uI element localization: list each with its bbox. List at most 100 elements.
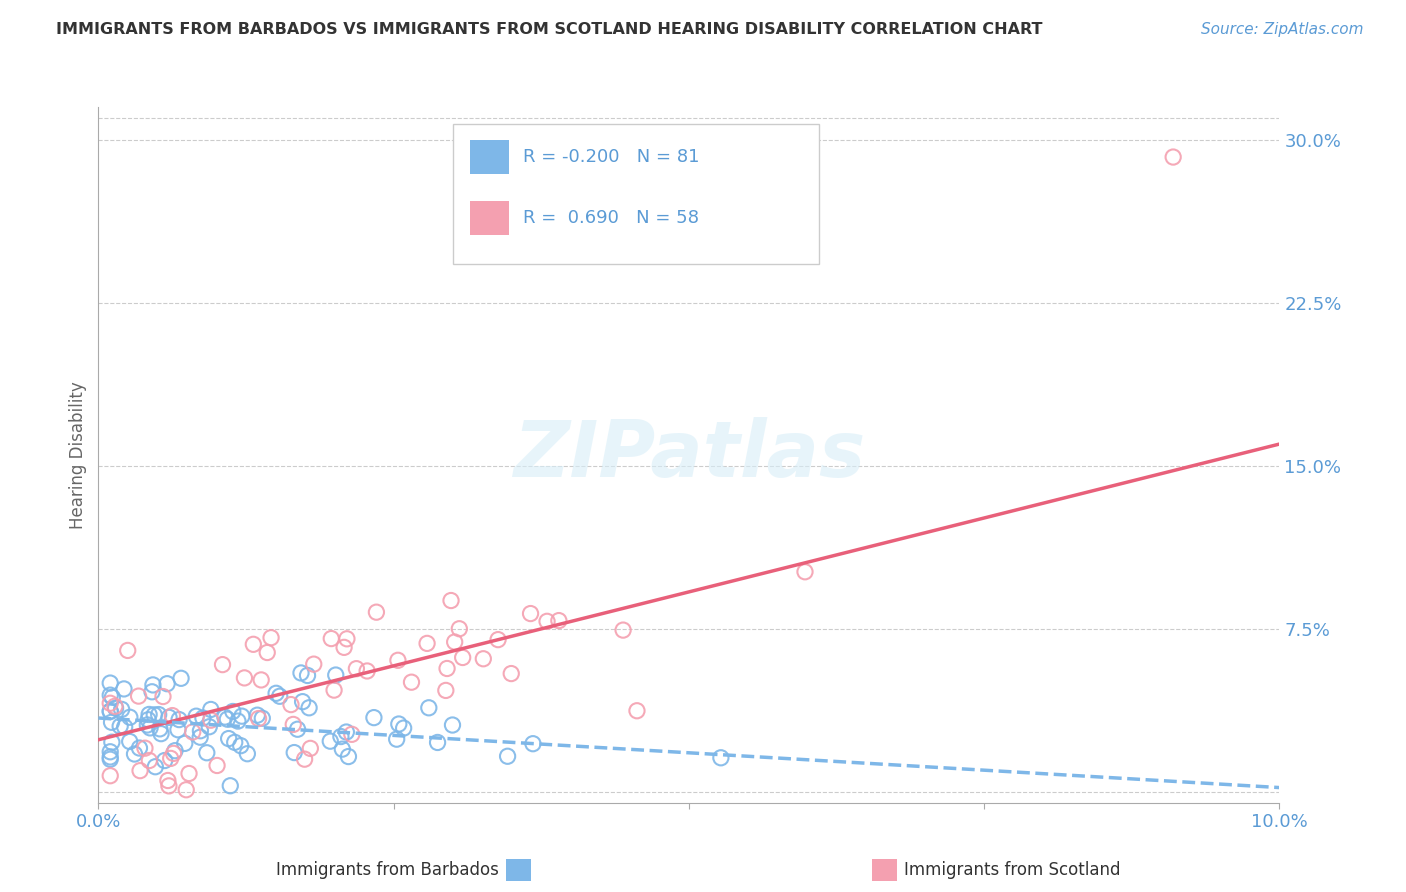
Point (519, 607, 541, 621)
Point (143, 760, 166, 774)
Point (392, 721, 415, 735)
Point (162, 708, 184, 723)
Point (229, 739, 252, 753)
Point (344, 662, 367, 676)
Point (416, 636, 439, 650)
Point (138, 707, 160, 722)
Point (98, 745, 121, 759)
Point (401, 675, 423, 690)
Point (195, 746, 218, 760)
Point (219, 779, 242, 793)
Point (356, 664, 378, 678)
Point (159, 751, 181, 765)
Point (496, 749, 519, 764)
Point (299, 741, 322, 756)
Point (441, 718, 464, 732)
Point (336, 632, 359, 646)
Point (1161, 150, 1184, 164)
Point (291, 695, 314, 709)
Point (626, 704, 648, 718)
Point (156, 773, 179, 788)
Point (173, 736, 195, 750)
Point (136, 718, 159, 732)
Point (319, 734, 342, 748)
Point (138, 754, 160, 768)
Point (246, 708, 269, 723)
Point (426, 735, 449, 749)
Point (150, 726, 173, 740)
Point (547, 614, 569, 628)
Point (222, 705, 245, 719)
Point (104, 699, 127, 714)
Point (710, 751, 733, 765)
Point (156, 676, 179, 690)
Point (329, 730, 352, 744)
Text: R =  0.690   N = 58: R = 0.690 N = 58 (523, 209, 699, 227)
Point (218, 731, 240, 746)
Point (200, 713, 222, 727)
Point (302, 657, 325, 672)
Point (198, 720, 221, 734)
Point (98, 676, 121, 690)
Text: Source: ZipAtlas.com: Source: ZipAtlas.com (1201, 22, 1364, 37)
Point (101, 735, 124, 749)
Point (226, 714, 249, 728)
Point (436, 661, 458, 675)
Point (280, 698, 302, 712)
Point (340, 727, 363, 741)
Point (297, 668, 319, 682)
Point (98, 688, 121, 702)
Point (387, 653, 409, 667)
Point (124, 747, 146, 761)
Point (163, 744, 186, 758)
Point (283, 717, 305, 731)
Point (536, 615, 558, 629)
Point (224, 735, 246, 749)
Point (188, 730, 211, 744)
Point (191, 711, 214, 725)
Point (385, 732, 408, 747)
Point (217, 712, 239, 726)
Y-axis label: Hearing Disability: Hearing Disability (69, 381, 87, 529)
Point (139, 721, 162, 735)
Point (181, 725, 204, 739)
Point (211, 657, 233, 672)
Point (236, 747, 259, 761)
Point (325, 668, 347, 682)
Point (321, 632, 343, 646)
Point (440, 593, 463, 607)
Point (363, 711, 385, 725)
Point (118, 710, 141, 724)
Point (418, 700, 440, 714)
Point (252, 711, 274, 725)
Point (233, 671, 256, 685)
Point (451, 650, 474, 665)
Point (247, 712, 270, 726)
Point (167, 713, 190, 727)
Text: ZIPatlas: ZIPatlas (513, 417, 865, 493)
Point (170, 671, 193, 685)
Point (177, 766, 200, 780)
Point (98, 696, 121, 710)
Point (174, 782, 197, 797)
Text: Immigrants from Scotland: Immigrants from Scotland (904, 861, 1121, 879)
Text: IMMIGRANTS FROM BARBADOS VS IMMIGRANTS FROM SCOTLAND HEARING DISABILITY CORRELAT: IMMIGRANTS FROM BARBADOS VS IMMIGRANTS F… (56, 22, 1043, 37)
Point (333, 640, 356, 655)
Point (337, 749, 360, 764)
Point (287, 723, 309, 737)
Point (190, 723, 212, 738)
Point (330, 742, 353, 756)
Point (443, 635, 465, 649)
Point (129, 764, 152, 778)
Point (283, 746, 305, 760)
Point (128, 741, 150, 756)
Text: R = -0.200   N = 81: R = -0.200 N = 81 (523, 148, 700, 167)
Point (104, 701, 127, 715)
Point (335, 725, 357, 739)
Point (501, 666, 523, 681)
Point (101, 690, 124, 705)
Point (434, 683, 457, 698)
Point (256, 646, 278, 660)
Point (152, 690, 174, 704)
Point (298, 700, 321, 714)
